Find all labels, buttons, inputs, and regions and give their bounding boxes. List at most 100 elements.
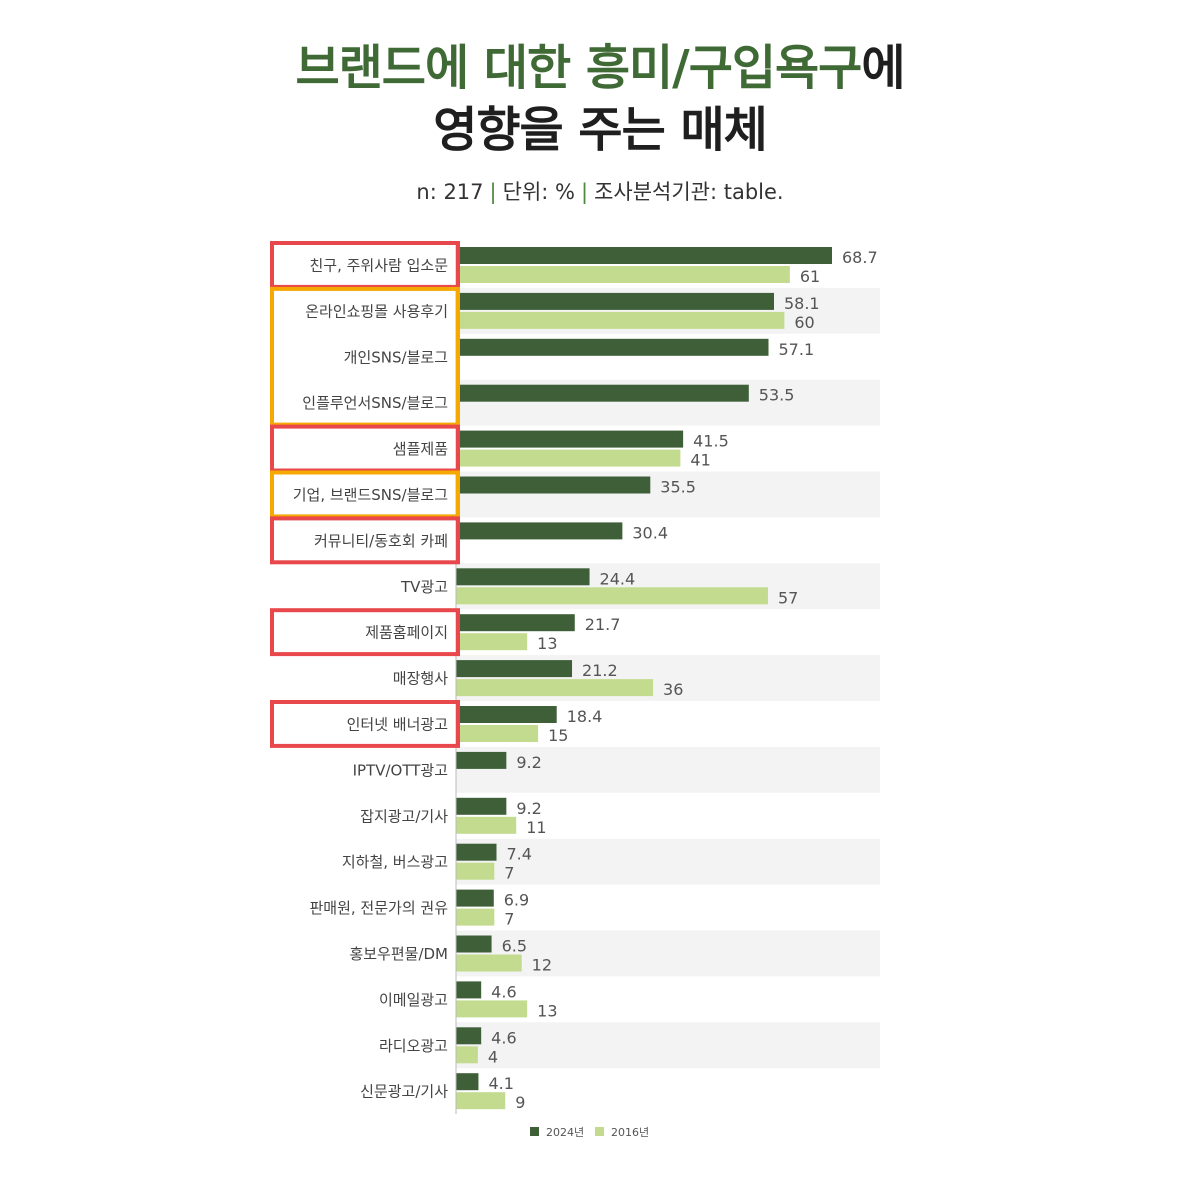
data-label-2016: 13 [537,634,557,653]
bar-2024 [456,522,623,540]
bar-2016 [456,1046,478,1064]
category-label: 지하철, 버스광고 [342,853,448,871]
bar-2024 [456,292,774,310]
bar-2016 [456,311,785,329]
data-label-2024: 9.2 [516,799,541,818]
agency-label: 조사분석기관: table. [594,180,784,204]
category-label: 제품홈페이지 [365,624,448,642]
bar-2024 [456,889,494,907]
chart-subtitle: n: 217 | 단위: % | 조사분석기관: table. [0,176,1200,206]
category-label: 온라인쇼핑몰 사용후기 [305,302,448,320]
chart-title-line1: 브랜드에 대한 흥미/구입욕구에 [0,36,1200,100]
data-label-2024: 4.6 [491,1028,516,1047]
legend-label-2024: 2024년 [546,1126,584,1139]
category-label: 커뮤니티/동호회 카페 [314,532,448,550]
bar-2024 [456,660,573,678]
data-label-2024: 21.2 [582,661,618,680]
bar-2024 [456,843,497,861]
highlight-box-red [270,700,460,748]
category-label: 매장행사 [393,670,448,688]
bar-2024 [456,338,769,356]
data-label-2024: 30.4 [632,523,668,542]
data-label-2016: 11 [526,818,546,837]
bar-2024 [456,384,749,402]
bar-2016 [456,1092,506,1110]
data-label-2024: 6.5 [502,937,527,956]
category-label: 샘플제품 [393,440,448,458]
data-label-2024: 57.1 [779,340,815,359]
bar-2016 [456,587,768,605]
data-label-2016: 61 [800,267,820,286]
bar-2016 [456,908,495,926]
category-label: 신문광고/기사 [360,1083,448,1101]
bar-2024 [456,751,507,769]
highlight-box-red [270,241,460,289]
highlight-box-orange [270,286,460,427]
category-label: 잡지광고/기사 [360,807,448,825]
data-label-2016: 60 [794,313,814,332]
highlight-box-orange [270,470,460,519]
category-label: 친구, 주위사람 입소문 [309,256,448,274]
row-band [456,746,880,793]
separator: | [580,180,589,204]
category-label: 판매원, 전문가의 권유 [309,899,448,917]
unit-label: 단위: % [502,180,575,204]
bar-2016 [456,679,654,697]
category-label: IPTV/OTT광고 [353,761,448,779]
category-label: 홍보우편물/DM [349,945,448,963]
bar-2024 [456,568,590,586]
category-label: 이메일광고 [379,991,448,1009]
category-label: 라디오광고 [379,1037,448,1055]
category-label: 인터넷 배너광고 [347,715,448,733]
data-label-2024: 9.2 [516,753,541,772]
highlight-box-red [270,424,460,473]
bar-2024 [456,476,651,494]
data-label-2024: 6.9 [504,891,529,910]
separator: | [489,180,497,204]
data-label-2024: 21.7 [585,615,621,634]
data-label-2024: 4.1 [488,1074,513,1093]
data-label-2016: 57 [778,588,798,607]
sample-size: n: 217 [416,180,484,204]
row-band [456,930,880,977]
bar-2024 [456,981,482,999]
category-label: 기업, 브랜드SNS/블로그 [293,486,448,504]
legend-label-2016: 2016년 [611,1126,649,1139]
data-label-2024: 68.7 [842,248,878,267]
bar-2024 [456,614,575,632]
data-label-2016: 4 [488,1047,498,1066]
bar-2024 [456,797,507,815]
highlight-box-red [270,608,460,657]
bar-2024 [456,430,684,448]
data-label-2024: 4.6 [491,982,516,1001]
legend-swatch-2024 [530,1127,539,1136]
chart-title-suffix: 에 [861,40,905,96]
data-label-2024: 41.5 [693,432,729,451]
data-label-2016: 9 [515,1093,525,1112]
data-label-2024: 35.5 [660,478,696,497]
bar-2016 [456,266,790,283]
chart-title-line2: 영향을 주는 매체 [433,102,768,158]
data-label-2024: 53.5 [759,386,795,405]
bar-2016 [456,633,528,651]
chart-title-highlight: 브랜드에 대한 흥미/구입욕구 [295,40,862,96]
bar-2016 [456,449,681,467]
data-label-2024: 7.4 [507,845,532,864]
data-label-2016: 12 [532,956,552,975]
category-label: 인플루언서SNS/블로그 [302,394,448,412]
row-band [456,1022,880,1069]
bar-2016 [456,816,517,834]
data-label-2016: 7 [504,910,514,929]
bar-2016 [456,862,495,880]
highlight-box-red [270,516,460,565]
category-label: 개인SNS/블로그 [344,348,448,366]
data-label-2016: 7 [504,864,514,883]
data-label-2016: 36 [663,680,683,699]
bar-2024 [456,706,557,723]
bar-2016 [456,954,522,972]
data-label-2016: 13 [537,1001,557,1020]
bar-2024 [456,247,832,264]
data-label-2016: 15 [548,726,568,745]
data-label-2024: 58.1 [784,294,820,313]
